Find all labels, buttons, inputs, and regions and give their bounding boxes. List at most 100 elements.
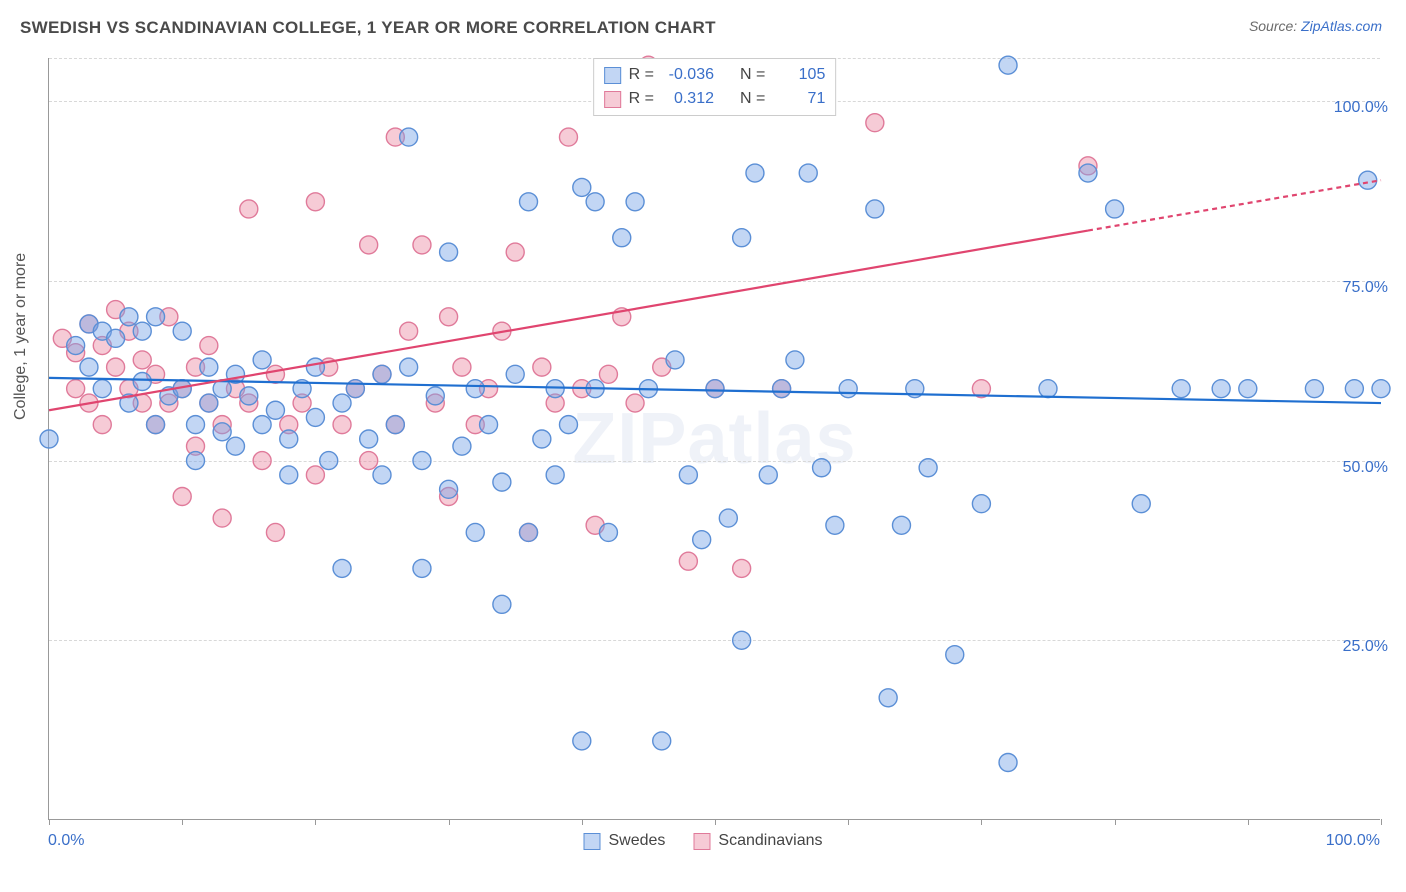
data-point: [173, 322, 191, 340]
data-point: [613, 229, 631, 247]
source-attribution: Source: ZipAtlas.com: [1249, 18, 1382, 34]
data-point: [746, 164, 764, 182]
data-point: [999, 56, 1017, 74]
n-label-b: N =: [740, 87, 765, 111]
data-point: [879, 689, 897, 707]
data-point: [400, 322, 418, 340]
data-point: [67, 380, 85, 398]
data-point: [360, 452, 378, 470]
data-point: [306, 193, 324, 211]
r-label-b: R =: [629, 87, 654, 111]
data-point: [892, 516, 910, 534]
scatter-svg: [49, 58, 1380, 819]
data-point: [533, 358, 551, 376]
data-point: [253, 416, 271, 434]
data-point: [280, 430, 298, 448]
data-point: [759, 466, 777, 484]
data-point: [107, 358, 125, 376]
data-point: [546, 466, 564, 484]
n-label: N =: [740, 63, 765, 87]
data-point: [133, 322, 151, 340]
data-point: [413, 559, 431, 577]
data-point: [320, 452, 338, 470]
data-point: [360, 430, 378, 448]
data-point: [866, 200, 884, 218]
data-point: [1305, 380, 1323, 398]
data-point: [1212, 380, 1230, 398]
data-point: [240, 200, 258, 218]
data-point: [666, 351, 684, 369]
x-tick: [315, 819, 316, 825]
trend-line: [49, 231, 1088, 411]
r-value-swedes: -0.036: [662, 63, 714, 87]
data-point: [120, 308, 138, 326]
data-point: [187, 416, 205, 434]
data-point: [226, 437, 244, 455]
data-point: [506, 243, 524, 261]
data-point: [93, 416, 111, 434]
data-point: [773, 380, 791, 398]
swatch-swedes-bottom: [584, 833, 601, 850]
data-point: [440, 480, 458, 498]
data-point: [520, 193, 538, 211]
data-point: [133, 351, 151, 369]
data-point: [972, 495, 990, 513]
x-tick: [1115, 819, 1116, 825]
plot-area: ZIPatlas R = -0.036 N = 105 R = 0.312 N …: [48, 58, 1380, 820]
x-tick: [981, 819, 982, 825]
data-point: [1239, 380, 1257, 398]
data-point: [466, 523, 484, 541]
data-point: [40, 430, 58, 448]
data-point: [373, 466, 391, 484]
data-point: [253, 452, 271, 470]
data-point: [440, 243, 458, 261]
data-point: [93, 380, 111, 398]
data-point: [266, 365, 284, 383]
data-point: [440, 308, 458, 326]
x-tick: [49, 819, 50, 825]
data-point: [187, 452, 205, 470]
data-point: [706, 380, 724, 398]
data-point: [919, 459, 937, 477]
data-point: [1359, 171, 1377, 189]
data-point: [147, 416, 165, 434]
data-point: [999, 753, 1017, 771]
legend-row-scandinavians: R = 0.312 N = 71: [604, 87, 826, 111]
data-point: [373, 365, 391, 383]
legend-label-swedes: Swedes: [609, 832, 666, 850]
data-point: [280, 466, 298, 484]
legend-item-scandinavians: Scandinavians: [693, 832, 822, 850]
data-point: [799, 164, 817, 182]
x-tick: [848, 819, 849, 825]
source-link[interactable]: ZipAtlas.com: [1301, 18, 1382, 34]
y-axis-label: College, 1 year or more: [12, 253, 30, 420]
swatch-scandinavians: [604, 91, 621, 108]
data-point: [306, 466, 324, 484]
data-point: [386, 416, 404, 434]
data-point: [1132, 495, 1150, 513]
data-point: [679, 466, 697, 484]
data-point: [599, 365, 617, 383]
x-axis-min-label: 0.0%: [48, 832, 84, 850]
data-point: [1172, 380, 1190, 398]
data-point: [786, 351, 804, 369]
data-point: [147, 308, 165, 326]
data-point: [546, 380, 564, 398]
data-point: [733, 559, 751, 577]
data-point: [107, 329, 125, 347]
data-point: [426, 387, 444, 405]
x-tick: [582, 819, 583, 825]
data-point: [626, 193, 644, 211]
data-point: [559, 416, 577, 434]
data-point: [559, 128, 577, 146]
data-point: [1372, 380, 1390, 398]
data-point: [733, 229, 751, 247]
data-point: [1079, 164, 1097, 182]
legend-row-swedes: R = -0.036 N = 105: [604, 63, 826, 87]
data-point: [1039, 380, 1057, 398]
data-point: [133, 372, 151, 390]
data-point: [946, 646, 964, 664]
data-point: [573, 732, 591, 750]
data-point: [866, 114, 884, 132]
r-label: R =: [629, 63, 654, 87]
